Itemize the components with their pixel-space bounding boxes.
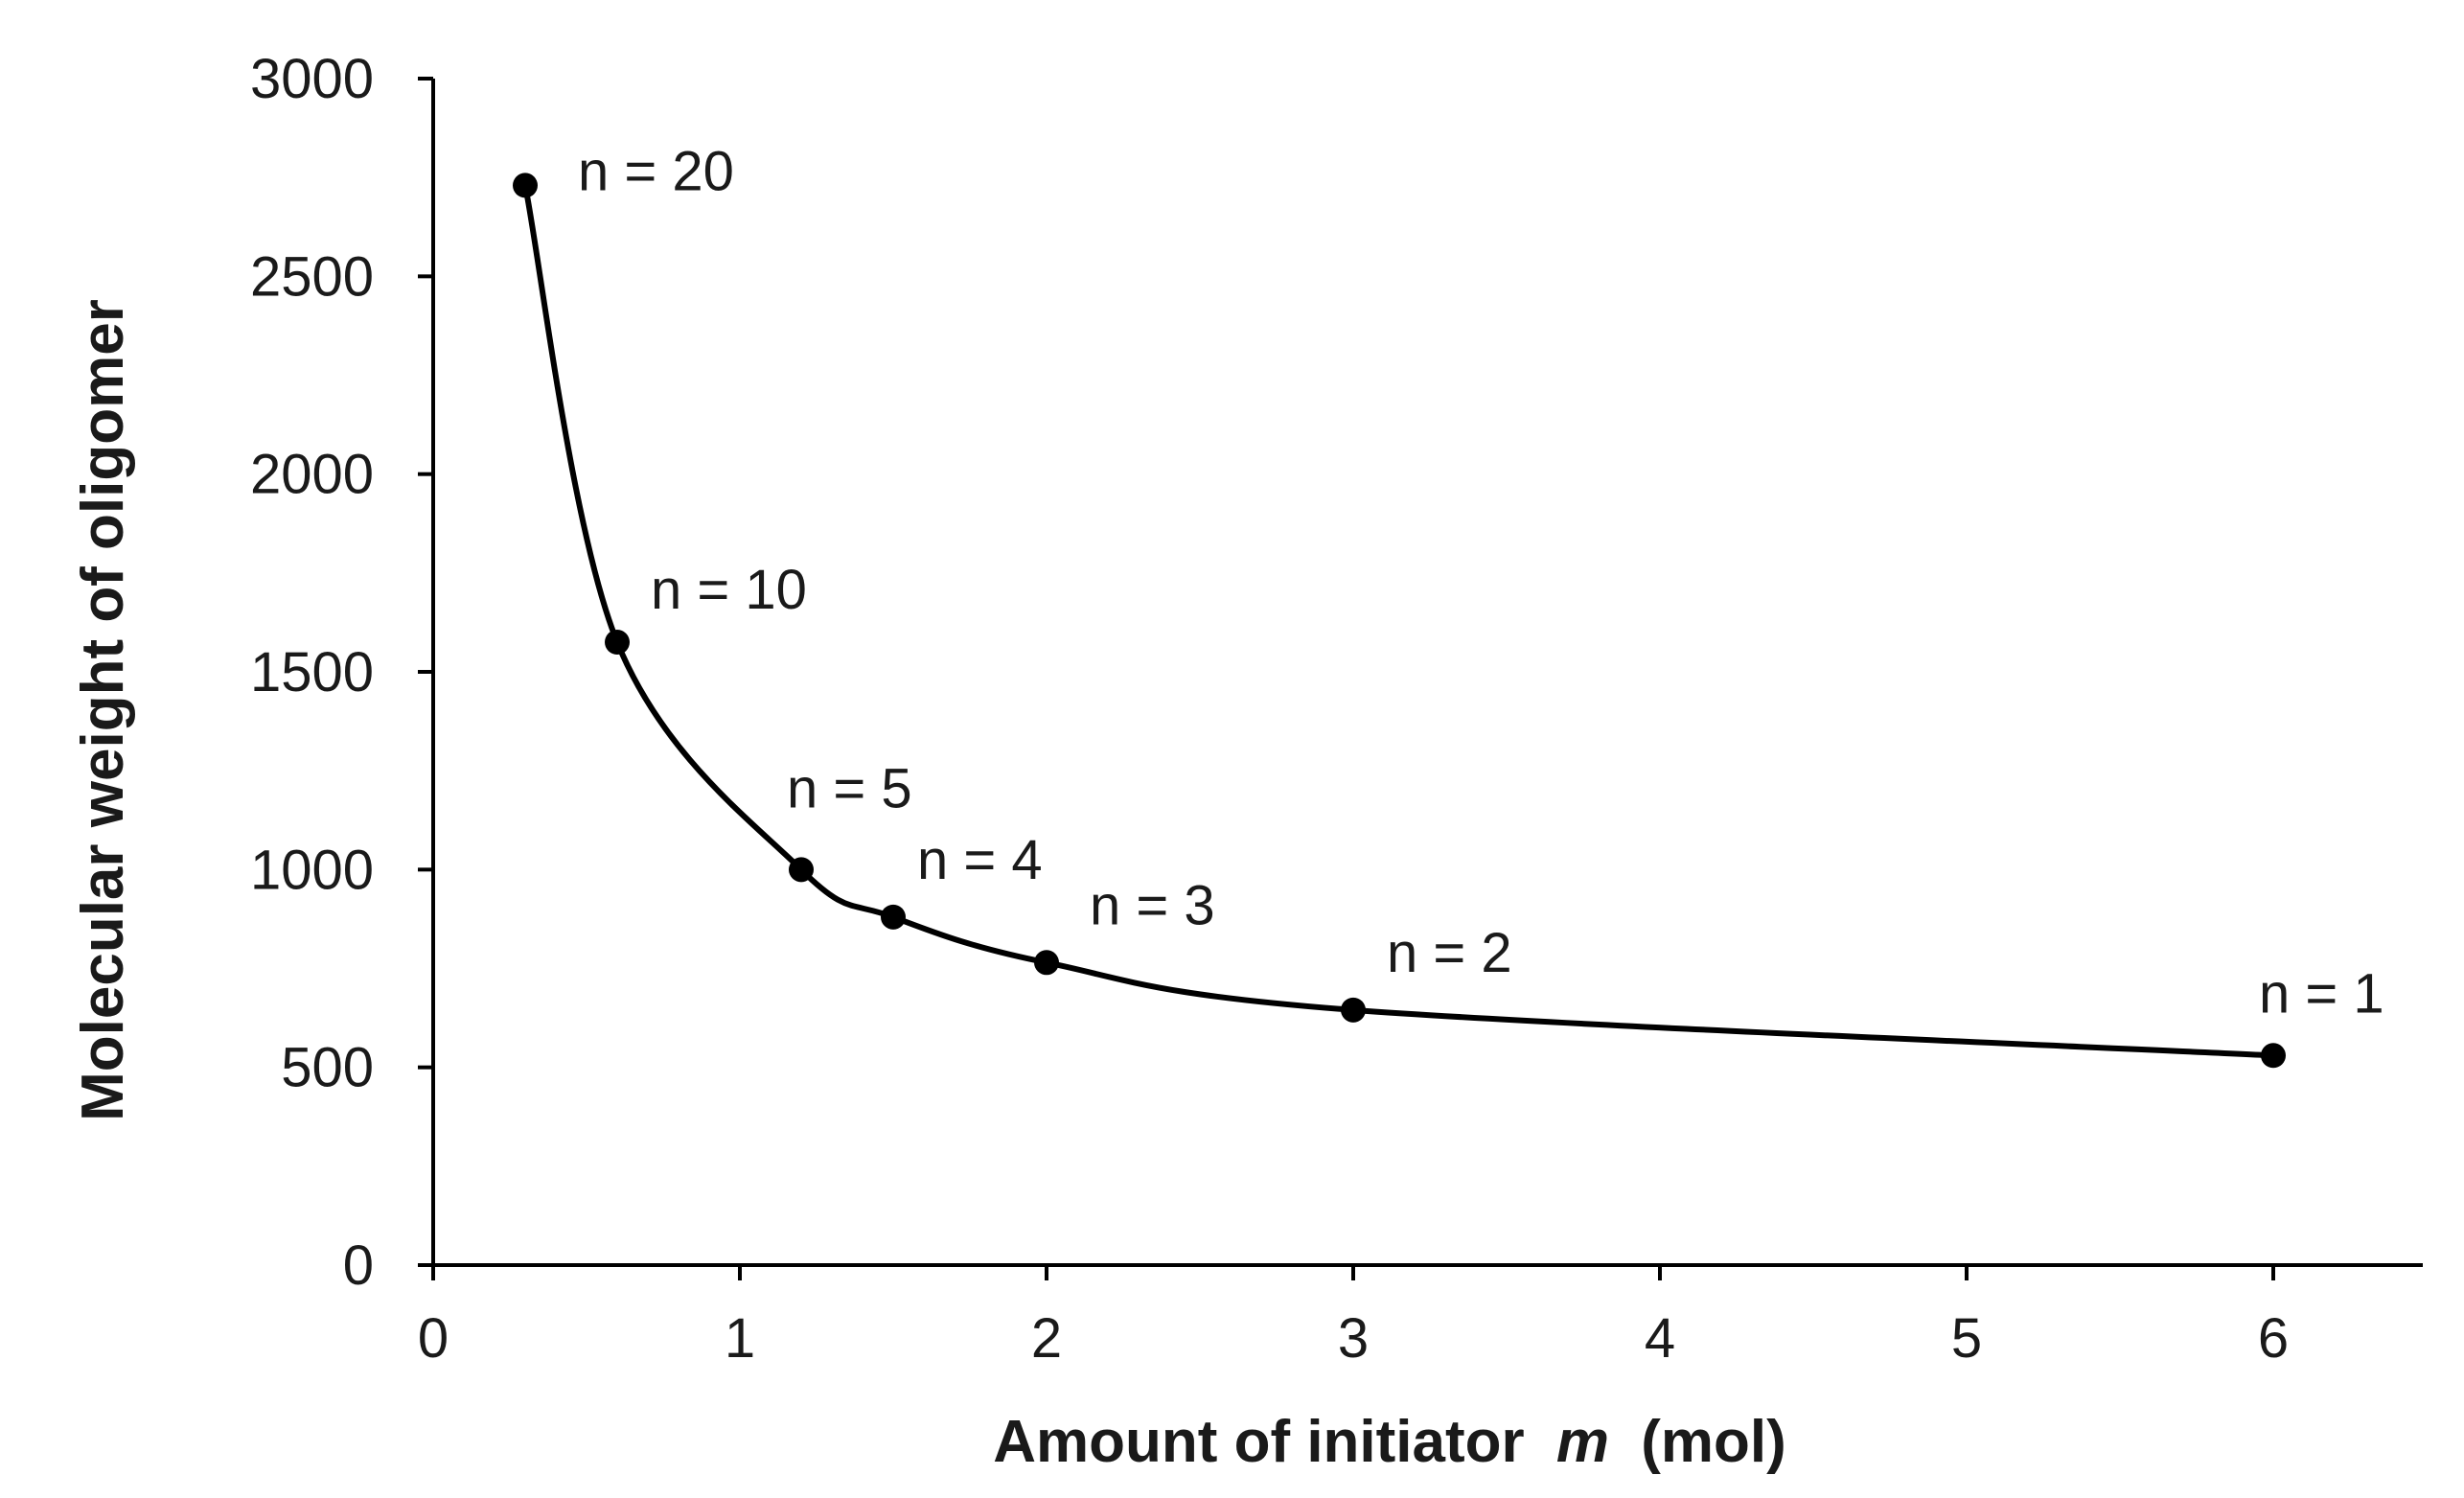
- data-point: [605, 630, 630, 656]
- x-tick-label: 2: [1031, 1307, 1062, 1370]
- y-tick-label: 1000: [250, 839, 374, 901]
- y-tick-label: 2000: [250, 444, 374, 506]
- y-tick-label: 3000: [250, 48, 374, 110]
- x-tick-label: 6: [2258, 1307, 2289, 1370]
- data-point: [789, 857, 814, 883]
- y-tick-label: 500: [281, 1037, 374, 1099]
- x-axis-title-unit: (mol): [1641, 1409, 1786, 1475]
- y-tick-label: 0: [343, 1234, 374, 1297]
- y-tick-label: 1500: [250, 641, 374, 703]
- data-point: [1341, 997, 1366, 1023]
- x-axis-title: Amount of initiator m (mol): [993, 1409, 1786, 1475]
- ticks: 0 500 1000 1500 2000 2500 3000 0 1 2 3 4 5 6: [250, 48, 2289, 1370]
- data-point: [881, 904, 906, 930]
- data-point: [2261, 1043, 2286, 1069]
- y-axis-title: Molecular weight of oligomer: [70, 299, 136, 1121]
- x-tick-label: 4: [1645, 1307, 1675, 1370]
- data-point-label: n = 2: [1387, 922, 1512, 984]
- x-tick-label: 3: [1338, 1307, 1369, 1370]
- series: [513, 173, 2286, 1069]
- y-tick-label: 2500: [250, 245, 374, 308]
- data-point-label: n = 5: [787, 757, 912, 819]
- data-point-label: n = 3: [1090, 874, 1215, 936]
- data-point: [1034, 950, 1059, 976]
- data-point: [513, 173, 538, 198]
- x-axis-title-text: Amount of initiator: [993, 1409, 1524, 1475]
- x-tick-label: 1: [725, 1307, 755, 1370]
- data-point-label: n = 20: [578, 140, 734, 202]
- data-point-label: n = 10: [651, 559, 807, 621]
- axes: [431, 79, 2423, 1267]
- x-axis-title-var: m: [1556, 1409, 1609, 1475]
- point-labels: n = 20 n = 10 n = 5n = 4 n = 3 n = 2 n = 1: [578, 140, 2384, 1025]
- data-point-label: n = 4: [917, 829, 1043, 891]
- x-tick-label: 5: [1951, 1307, 1982, 1370]
- series-line: [522, 182, 2276, 1059]
- x-tick-label: 0: [418, 1307, 449, 1370]
- data-point-label: n = 1: [2259, 962, 2384, 1025]
